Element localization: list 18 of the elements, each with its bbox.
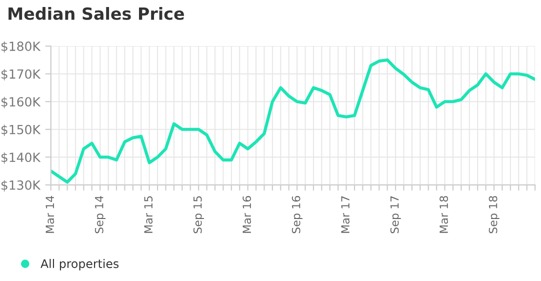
- x-tick-label: Mar 17: [341, 196, 350, 233]
- y-tick-label: $180K: [1, 41, 41, 53]
- x-tick-label: Sep 15: [193, 196, 204, 234]
- y-tick-label: $160K: [1, 96, 41, 108]
- y-tick-label: $130K: [1, 180, 41, 192]
- x-tick-label: Mar 16: [242, 196, 252, 233]
- x-tick-label: Mar 15: [144, 196, 153, 233]
- y-tick-label: $150K: [1, 124, 41, 136]
- x-tick-label: Sep 16: [292, 196, 302, 234]
- y-tick-label: $140K: [1, 152, 41, 164]
- x-tick-label: Sep 14: [94, 196, 106, 234]
- legend-label: All properties: [40, 258, 119, 270]
- x-tick-label: Sep 17: [390, 196, 401, 234]
- x-tick-label: Mar 18: [440, 196, 448, 233]
- chart-title: Median Sales Price: [8, 7, 184, 20]
- x-tick-label: Mar 14: [46, 196, 54, 233]
- y-tick-label: $170K: [1, 69, 41, 80]
- x-tick-label: Sep 18: [488, 196, 500, 234]
